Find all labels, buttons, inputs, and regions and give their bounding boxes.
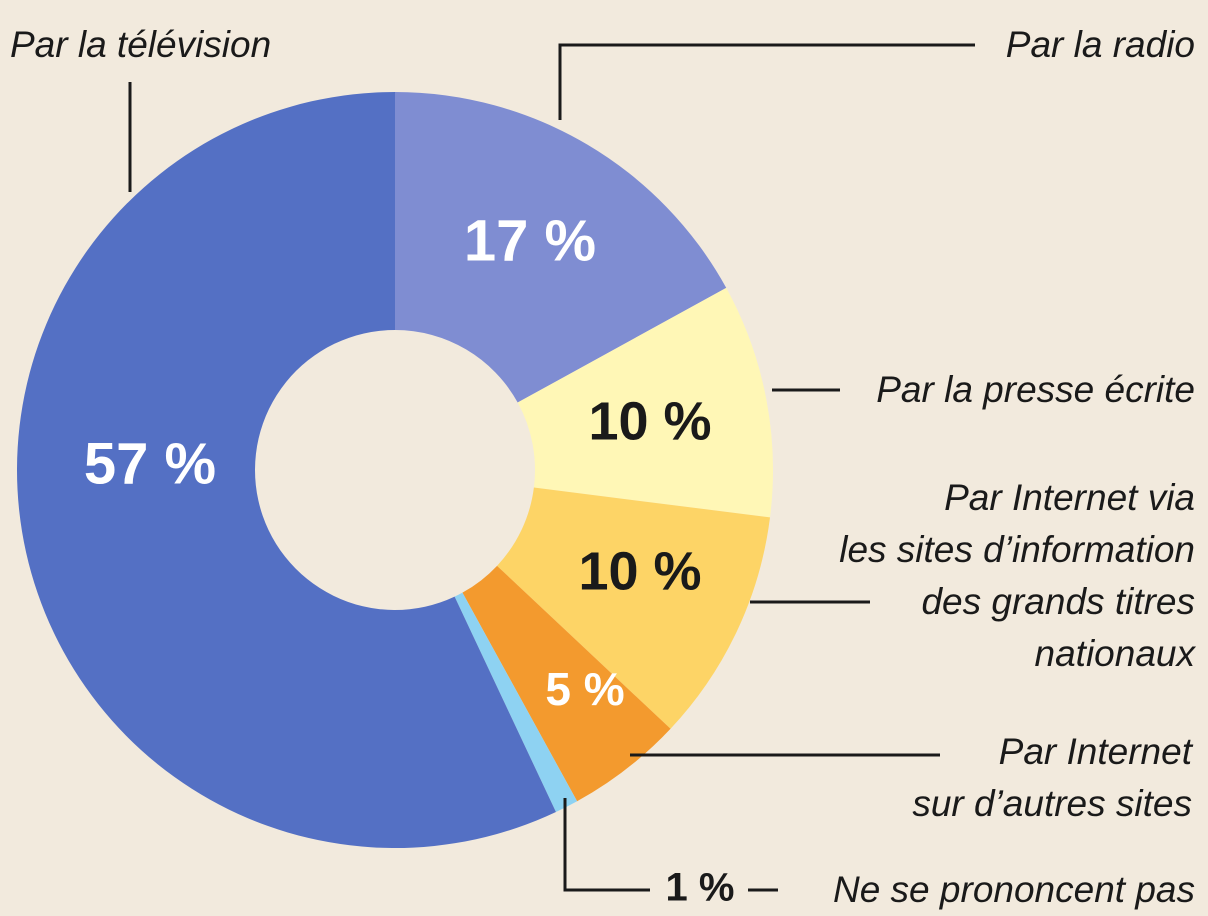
- category-label: Par la télévision: [10, 24, 272, 65]
- slice: [517, 287, 773, 518]
- category-label: Par la presse écrite: [876, 369, 1195, 410]
- value-label: 10 %: [578, 541, 701, 601]
- slice: [497, 487, 771, 729]
- slice: [395, 92, 727, 403]
- category-label: Ne se prononcent pas: [832, 869, 1195, 910]
- category-label: Par la radio: [1005, 24, 1195, 65]
- slice: [16, 92, 556, 848]
- slice: [454, 592, 578, 813]
- value-label: 10 %: [588, 391, 711, 451]
- leader-line: [558, 43, 975, 120]
- value-label: 17 %: [464, 208, 596, 273]
- value-label: 5 %: [545, 663, 624, 715]
- leader-line: [563, 798, 650, 892]
- slice: [462, 565, 671, 802]
- category-label: Par Internet sur d’autres sites: [912, 731, 1192, 824]
- category-label: Par Internet via les sites d’information…: [839, 477, 1195, 674]
- value-label: 1 %: [666, 866, 735, 910]
- value-label: 57 %: [84, 431, 216, 496]
